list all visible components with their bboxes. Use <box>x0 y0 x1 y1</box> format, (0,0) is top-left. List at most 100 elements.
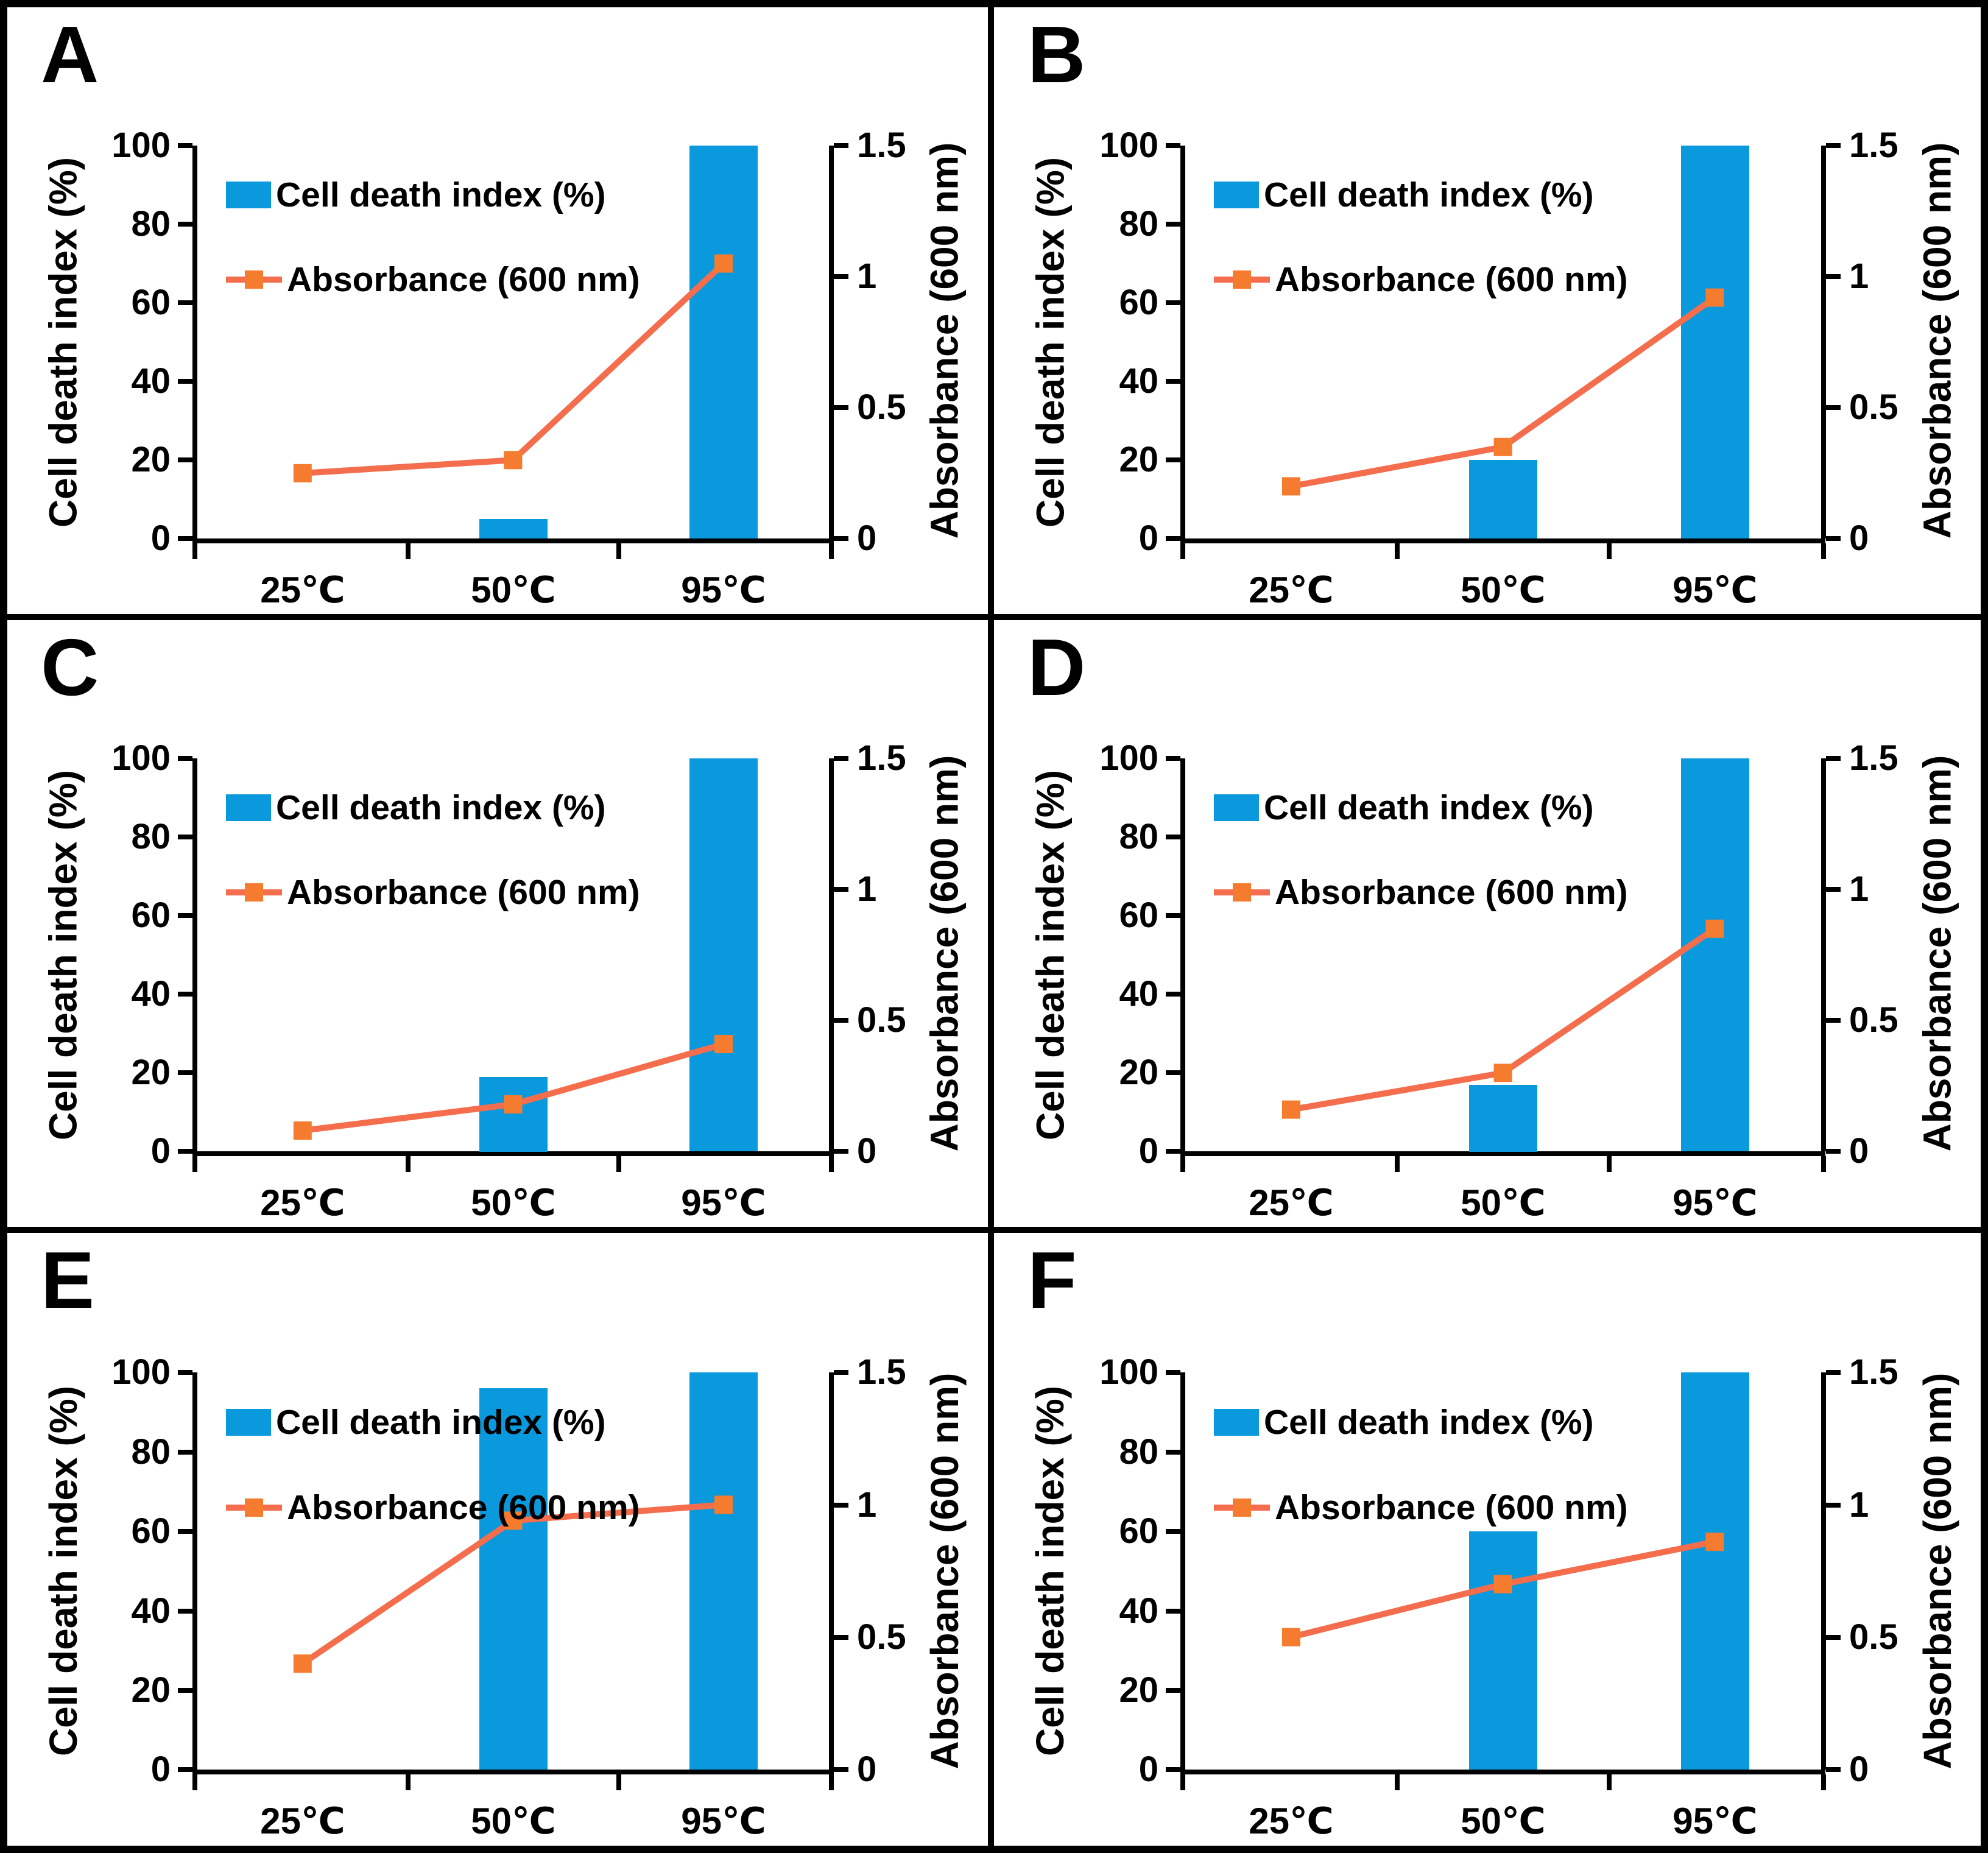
bar <box>1469 1531 1537 1770</box>
left-tick-label: 40 <box>131 1591 171 1631</box>
bar <box>1681 758 1749 1151</box>
legend-line-marker <box>245 1498 263 1517</box>
panel-letter: C <box>41 623 100 712</box>
right-axis-line <box>1821 146 1826 538</box>
bar <box>479 1077 548 1152</box>
right-axis-tick <box>834 536 848 541</box>
left-axis-tick <box>1166 222 1180 227</box>
panel-D: D Cell death index (%) Absorbance (600 nm)… <box>994 620 1981 1233</box>
legend-line-label: Absorbance (600 nm) <box>1275 873 1628 912</box>
legend-line-label: Absorbance (600 nm) <box>1275 260 1628 299</box>
left-tick-label: 100 <box>1099 1352 1158 1392</box>
left-axis-tick <box>178 1070 192 1075</box>
bar <box>689 1372 758 1770</box>
right-axis-tick <box>1826 536 1841 541</box>
left-tick-label: 100 <box>111 1352 171 1392</box>
x-category-label: 25℃ <box>1249 570 1334 610</box>
absorbance-marker <box>714 1495 733 1514</box>
absorbance-marker <box>1281 477 1300 496</box>
x-category-label: 25℃ <box>260 570 345 610</box>
left-axis-tick <box>178 1529 192 1534</box>
panel-letter: B <box>1027 10 1087 99</box>
right-tick-label: 1 <box>1849 1485 1869 1525</box>
right-axis-tick <box>1826 1503 1841 1508</box>
legend-bar-swatch <box>226 1409 271 1436</box>
left-axis-tick <box>1166 1450 1180 1455</box>
absorbance-line-svg <box>1281 288 1724 496</box>
x-axis-tick <box>406 1774 411 1790</box>
right-axis-tick <box>1826 1149 1841 1154</box>
x-axis-tick <box>192 543 197 559</box>
left-axis-tick <box>1166 992 1180 997</box>
right-axis-tick <box>834 1370 848 1375</box>
left-axis-tick <box>178 1609 192 1614</box>
right-tick-label: 1.5 <box>857 1352 906 1392</box>
bar <box>1469 1085 1537 1152</box>
left-axis-tick <box>1166 379 1180 384</box>
right-tick-label: 0 <box>1849 1749 1869 1789</box>
bar <box>479 1388 548 1770</box>
absorbance-marker <box>504 1095 523 1114</box>
absorbance-marker <box>504 1511 523 1530</box>
left-axis-tick <box>1166 1370 1180 1375</box>
left-axis-tick <box>178 1149 192 1154</box>
left-axis-tick <box>1166 756 1180 761</box>
right-axis-tick <box>834 887 848 892</box>
left-axis-tick <box>1166 457 1180 462</box>
legend-line-marker <box>1233 883 1251 902</box>
right-tick-label: 1.5 <box>857 738 906 778</box>
x-axis-tick <box>1180 1774 1185 1790</box>
x-category-label: 95℃ <box>1673 570 1758 610</box>
right-tick-label: 0.5 <box>857 387 906 427</box>
right-tick-label: 1.5 <box>1849 125 1898 165</box>
absorbance-marker <box>1705 919 1724 938</box>
right-tick-label: 1.5 <box>1849 1352 1898 1392</box>
x-category-label: 50℃ <box>471 1182 556 1223</box>
left-axis-tick <box>178 1370 192 1375</box>
left-axis-tick <box>178 992 192 997</box>
legend-line-label: Absorbance (600 nm) <box>287 873 640 912</box>
left-tick-label: 40 <box>131 974 171 1014</box>
x-axis-line <box>1180 1770 1825 1774</box>
x-category-label: 95℃ <box>1673 1801 1758 1841</box>
panel-letter: D <box>1027 623 1087 712</box>
x-axis-line <box>192 1770 834 1774</box>
left-tick-label: 20 <box>131 1670 171 1710</box>
bar <box>689 146 758 538</box>
absorbance-line-svg <box>293 1495 733 1673</box>
left-tick-label: 40 <box>131 361 171 401</box>
left-axis-tick <box>1166 1767 1180 1772</box>
y-axis-title-right: Absorbance (600 nm) <box>1915 755 1959 1152</box>
absorbance-marker <box>293 1121 312 1140</box>
right-axis-tick <box>834 274 848 279</box>
x-axis-tick <box>1607 1774 1612 1790</box>
legend-bar-swatch <box>226 794 271 821</box>
left-axis-tick <box>178 457 192 462</box>
right-axis-tick <box>1826 1370 1841 1375</box>
left-axis-tick <box>178 379 192 384</box>
left-tick-label: 80 <box>1119 204 1158 244</box>
left-tick-label: 60 <box>131 895 171 935</box>
panel-F: F Cell death index (%) Absorbance (600 nm)… <box>994 1233 1981 1846</box>
absorbance-marker <box>293 464 312 482</box>
absorbance-marker <box>1705 1533 1724 1551</box>
absorbance-marker <box>1705 288 1724 307</box>
left-tick-label: 60 <box>131 283 171 322</box>
x-axis-tick <box>1821 1156 1826 1172</box>
left-axis-tick <box>178 1450 192 1455</box>
x-axis-line <box>1180 538 1825 543</box>
left-axis-line <box>192 758 197 1151</box>
legend-line-marker <box>1233 270 1251 289</box>
y-axis-title-right: Absorbance (600 nm) <box>1915 142 1959 539</box>
x-category-label: 50℃ <box>471 570 556 610</box>
left-tick-label: 20 <box>131 440 171 479</box>
x-category-label: 50℃ <box>1461 1801 1546 1841</box>
x-axis-tick <box>1180 1156 1185 1172</box>
right-axis-tick <box>834 1767 848 1772</box>
legend-line-label: Absorbance (600 nm) <box>1275 1488 1628 1527</box>
y-axis-title-right: Absorbance (600 nm) <box>923 1372 967 1770</box>
x-axis-tick <box>829 1774 834 1790</box>
right-tick-label: 0 <box>1849 1131 1869 1171</box>
y-axis-title-right: Absorbance (600 nm) <box>922 142 967 539</box>
legend-bar-label: Cell death index (%) <box>276 175 606 214</box>
